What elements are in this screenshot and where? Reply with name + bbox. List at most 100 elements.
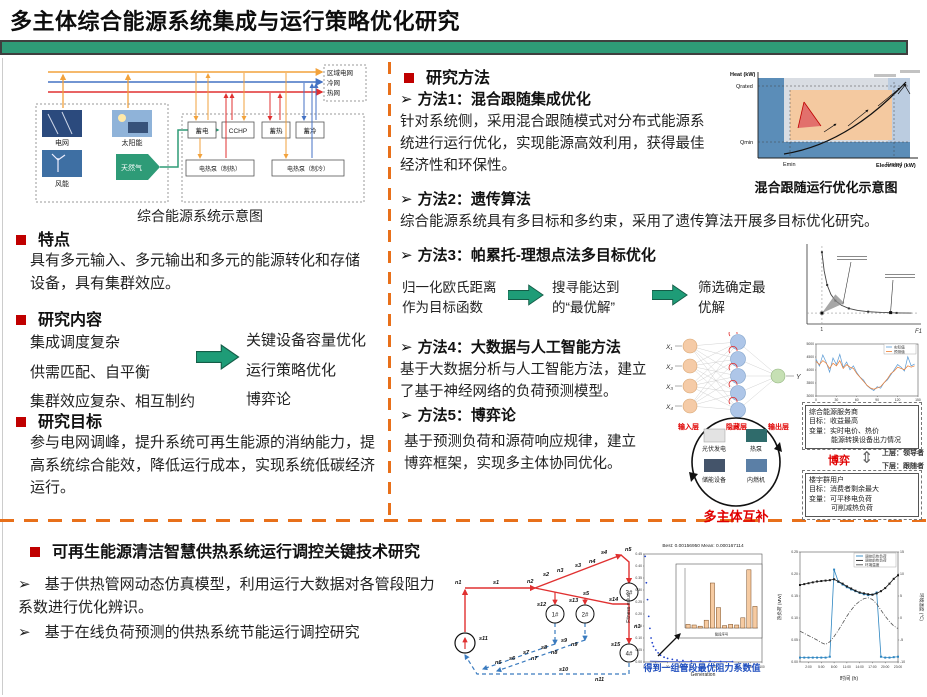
svg-text:实际值: 实际值 xyxy=(894,344,905,349)
engine-icon xyxy=(746,459,767,472)
devices-box xyxy=(181,113,365,203)
follower-role-label: 下层：跟随者 xyxy=(882,463,924,470)
svg-text:0.45: 0.45 xyxy=(635,552,642,556)
arrow-bullet-icon: ➢ xyxy=(18,576,31,593)
svg-text:环境温度 (℃): 环境温度 (℃) xyxy=(918,593,925,621)
sources-box xyxy=(35,103,169,203)
svg-text:s9: s9 xyxy=(561,638,568,644)
svg-text:0.40: 0.40 xyxy=(635,564,642,568)
storage-device-icon xyxy=(704,459,725,472)
nn-output-label: Y xyxy=(796,374,802,381)
method4-body: 基于大数据分析与人工智能方法，建立了基于神经网络的负荷预测模型。 xyxy=(400,362,647,400)
nn-layer-label: 输入层 xyxy=(678,422,699,431)
substation-label: 2# xyxy=(582,613,589,619)
svg-text:s8: s8 xyxy=(541,645,548,651)
svg-text:5:00: 5:00 xyxy=(818,665,825,669)
follower-line: 变量：可平移电负荷 xyxy=(809,495,872,503)
arrow-bullet-icon: ➢ xyxy=(400,247,413,264)
cycle-arrow-icon xyxy=(689,472,698,482)
svg-text:70: 70 xyxy=(725,665,729,669)
svg-text:s1: s1 xyxy=(493,580,499,586)
method3-step: 归一化欧氏距离作为目标函数 xyxy=(402,280,497,315)
content-heading: 研究内容 xyxy=(16,306,102,330)
game-label: 博弈 xyxy=(828,455,850,467)
svg-text:0.15: 0.15 xyxy=(635,624,642,628)
svg-text:90: 90 xyxy=(748,665,752,669)
svg-text:0.20: 0.20 xyxy=(635,612,642,616)
multi-agent-caption: 多主体互补 xyxy=(703,509,769,524)
svg-text:s13: s13 xyxy=(569,598,578,604)
device-label: CCHP xyxy=(229,128,247,135)
svg-text:得到一组管段最优阻力系数值: 得到一组管段最优阻力系数值 xyxy=(642,662,760,673)
svg-text:s7: s7 xyxy=(523,650,530,656)
arrow-bullet-icon: ➢ xyxy=(400,191,413,208)
tick-label: Qrated xyxy=(736,84,753,90)
svg-text:F1: F1 xyxy=(915,329,922,335)
svg-text:n2: n2 xyxy=(527,579,533,585)
multi-agent-circle-diagram: 光伏发电 热泵 储能设备 内燃机 xyxy=(689,417,782,507)
svg-text:n11: n11 xyxy=(595,677,604,683)
svg-text:90: 90 xyxy=(875,398,879,402)
method1-title: ➢ 方法1：混合跟随集成优化 xyxy=(400,91,591,108)
content-solution-list: 关键设备容量优化 运行策略优化 博弈论 xyxy=(246,330,366,419)
method3-step: 筛选确定最优解 xyxy=(698,280,766,315)
method5-title: ➢ 方法5：博弈论 xyxy=(400,407,516,424)
agent-label: 内燃机 xyxy=(747,476,765,484)
leader-line: 目标：收益最高 xyxy=(809,418,858,426)
svg-text:环境温度: 环境温度 xyxy=(865,562,880,567)
svg-text:s10: s10 xyxy=(559,667,568,673)
left-edge-line xyxy=(2,58,3,695)
method2-title: ➢ 方法2：遗传算法 xyxy=(400,191,531,208)
axis-label: Electricity (kW) xyxy=(876,163,916,169)
device-label: 蓄热 xyxy=(270,126,284,135)
svg-text:s6: s6 xyxy=(509,656,516,662)
svg-text:n4: n4 xyxy=(589,559,595,565)
svg-text:n10: n10 xyxy=(634,624,641,630)
pareto-front-chart: F1 1 xyxy=(806,244,922,335)
nn-layer-label: 隐藏层 xyxy=(726,422,747,431)
svg-text:150: 150 xyxy=(915,398,921,402)
method1-body: 针对系统侧，采用混合跟随模式对分布式能源系统进行运行优化，实现能源高效利用，获得… xyxy=(400,114,705,174)
svg-text:预测值: 预测值 xyxy=(894,349,905,354)
leader-line: 能源转换设备出力情况 xyxy=(831,437,901,445)
svg-text:-5: -5 xyxy=(900,638,903,642)
svg-text:8:00: 8:00 xyxy=(831,665,838,669)
tick-label: Erated xyxy=(886,162,902,168)
grid-label-box xyxy=(323,64,367,102)
svg-text:2:00: 2:00 xyxy=(805,665,812,669)
source-label: 风能 xyxy=(55,179,69,188)
svg-text:1: 1 xyxy=(820,327,823,333)
title-underline-bar xyxy=(0,40,908,55)
agent-label: 光伏发电 xyxy=(702,445,726,453)
cycle-arrow-icon xyxy=(774,442,782,452)
method2-body: 综合能源系统具有多目标和多约束，采用了遗传算法开展多目标优化研究。 xyxy=(400,214,879,230)
problem-item: 供需匹配、自平衡 xyxy=(30,363,151,381)
bus-label: 冷网 xyxy=(327,78,340,87)
agent-label: 储能设备 xyxy=(702,476,726,484)
source-label: 电网 xyxy=(55,138,69,147)
svg-text:5: 5 xyxy=(900,594,902,598)
svg-text:0.15: 0.15 xyxy=(791,594,798,598)
svg-text:n8: n8 xyxy=(551,650,558,656)
svg-text:17:00: 17:00 xyxy=(868,665,876,669)
heat-load-chart: 0.00 0.05 0.10 0.15 0.20 0.25 -10 -5 0 5 10 15 2:00 5… xyxy=(776,550,925,682)
follower-box: 楼宇群用户 目标：消费者剩余最大 变量：可平移电负荷 可削减热负荷 xyxy=(802,470,922,520)
arrow-right-icon xyxy=(508,284,544,306)
nn-input-label: X₁ xyxy=(665,344,672,351)
svg-text:50: 50 xyxy=(701,665,705,669)
device-label: 蓄电 xyxy=(196,126,210,135)
svg-text:0: 0 xyxy=(643,665,645,669)
hybrid-caption: 混合跟随运行优化示意图 xyxy=(754,180,898,195)
svg-text:20:00: 20:00 xyxy=(881,665,889,669)
solution-item: 博弈论 xyxy=(246,391,292,408)
nn-layer-label: 输出层 xyxy=(768,422,789,431)
svg-text:30: 30 xyxy=(835,398,839,402)
device-label: 电热泵（制热） xyxy=(199,165,241,173)
energy-system-diagram: 区域电网 冷网 热网 电网 太阳能 风能 天然气 蓄电 CCHP 蓄热 蓄冷 电… xyxy=(35,64,367,203)
device-label: 蓄冷 xyxy=(304,126,318,135)
svg-text:调控前热负荷: 调控前热负荷 xyxy=(865,558,887,563)
bottom-bullet: ➢ 基于在线负荷预测的供热系统节能运行调控研究 xyxy=(18,624,360,641)
svg-text:60: 60 xyxy=(713,665,717,669)
svg-text:n3: n3 xyxy=(557,568,563,574)
